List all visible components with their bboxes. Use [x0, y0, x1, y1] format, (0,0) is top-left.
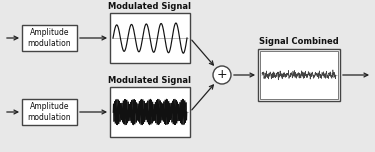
Text: Signal Combined: Signal Combined: [259, 37, 339, 46]
Circle shape: [213, 66, 231, 84]
Bar: [258, 49, 340, 101]
Bar: [22, 25, 77, 51]
Bar: [260, 51, 338, 99]
Text: Amplitude
modulation: Amplitude modulation: [28, 102, 71, 122]
Bar: [22, 99, 77, 125]
Text: Amplitude
modulation: Amplitude modulation: [28, 28, 71, 48]
Bar: [110, 13, 190, 63]
Text: Modulated Signal: Modulated Signal: [108, 2, 192, 11]
Text: Modulated Signal: Modulated Signal: [108, 76, 192, 85]
Text: +: +: [217, 68, 227, 81]
Bar: [110, 87, 190, 137]
